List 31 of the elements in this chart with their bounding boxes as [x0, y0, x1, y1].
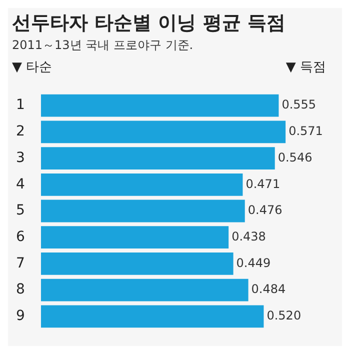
y-tick-label: 7: [16, 255, 25, 272]
y-tick-label: 9: [16, 308, 25, 324]
chart-subtitle: 2011～13년 국내 프로야구 기준.: [11, 37, 194, 54]
x-axis-title: ▼ 득점: [286, 59, 327, 76]
y-tick-label: 6: [16, 228, 25, 245]
data-label: 0.546: [278, 150, 312, 164]
bar: [40, 278, 248, 302]
y-tick-label: 3: [16, 150, 25, 166]
data-label: 0.520: [266, 308, 302, 323]
bar: [40, 120, 286, 144]
data-label: 0.476: [248, 203, 282, 218]
bar: [40, 305, 264, 328]
bar: [40, 226, 229, 249]
bar: [40, 147, 275, 170]
y-tick-label: 1: [16, 97, 25, 114]
y-tick-label: 5: [16, 202, 25, 219]
y-axis-title: ▼ 타순: [12, 59, 52, 76]
data-label: 0.438: [232, 229, 266, 244]
data-label: 0.449: [236, 256, 271, 270]
y-tick-label: 8: [16, 282, 25, 298]
bar: [40, 94, 279, 117]
bar: [40, 173, 243, 196]
data-label: 0.571: [288, 124, 323, 138]
data-label: 0.471: [246, 176, 280, 191]
data-label: 0.484: [251, 282, 286, 296]
y-tick-label: 4: [16, 176, 25, 192]
bar: [40, 252, 234, 275]
chart-title: 선두타자 타순별 이닝 평균 득점: [11, 11, 286, 36]
data-label: 0.555: [282, 98, 316, 112]
bar: [40, 200, 245, 222]
y-tick-label: 2: [16, 124, 25, 140]
